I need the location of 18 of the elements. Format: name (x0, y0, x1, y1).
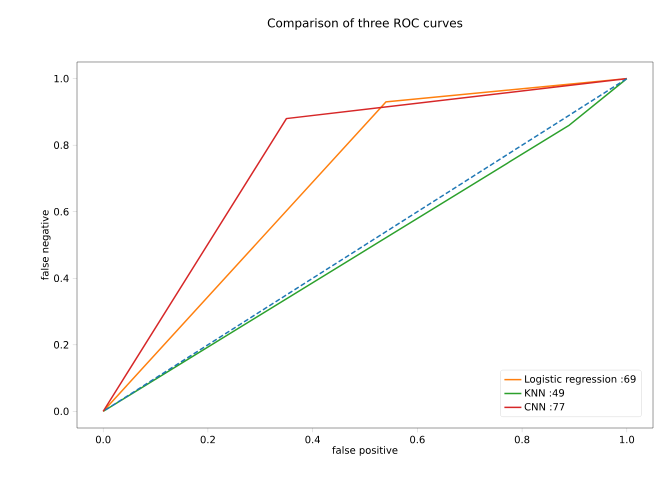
y-tick-label: 0.0 (54, 408, 69, 416)
x-tick-label: 0.2 (200, 436, 215, 444)
legend-label: KNN :49 (525, 389, 564, 397)
y-tick-label: 0.4 (54, 274, 69, 282)
x-tick-label: 0.6 (410, 436, 425, 444)
x-axis-title: false positive (332, 446, 398, 456)
legend-label: Logistic regression :69 (525, 375, 636, 385)
y-tick-label: 0.8 (54, 141, 69, 149)
x-tick-label: 0.8 (514, 436, 530, 444)
x-tick-label: 0.4 (305, 436, 320, 444)
chart-title: Comparison of three ROC curves (268, 18, 462, 30)
y-tick-label: 1.0 (54, 74, 69, 82)
y-axis-title: false negative (40, 210, 51, 280)
x-tick-label: 1.0 (620, 436, 634, 444)
x-tick-label: 0.0 (96, 436, 110, 444)
y-tick-label: 0.2 (54, 341, 68, 349)
y-tick-label: 0.6 (54, 208, 69, 216)
legend-label: CNN :77 (524, 402, 564, 410)
